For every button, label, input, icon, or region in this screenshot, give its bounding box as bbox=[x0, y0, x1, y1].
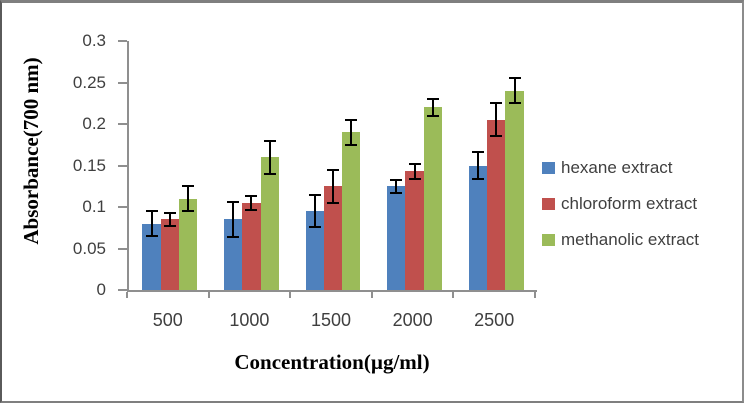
error-bar-cap-top bbox=[182, 185, 195, 188]
x-tick-mark bbox=[370, 292, 373, 298]
bar-chloroform-1000 bbox=[242, 202, 261, 290]
bar-hexane-500 bbox=[142, 223, 161, 290]
error-bar-cap-bottom bbox=[471, 177, 484, 180]
error-bar-cap-top bbox=[263, 139, 276, 142]
y-tick-mark bbox=[118, 123, 127, 125]
y-tick-label: 0.1 bbox=[82, 197, 106, 216]
error-bar-line bbox=[150, 211, 153, 237]
error-bar-cap-bottom bbox=[345, 143, 358, 146]
x-tick-mark bbox=[126, 292, 128, 298]
error-bar-line bbox=[187, 186, 190, 212]
bar-hexane-1500 bbox=[305, 211, 324, 290]
x-tick-mark bbox=[207, 292, 210, 298]
y-tick-label: 0 bbox=[96, 280, 106, 299]
error-bar-cap-top bbox=[345, 118, 358, 121]
error-bar-line bbox=[332, 169, 334, 203]
error-bar-line bbox=[232, 202, 235, 237]
error-bar-cap-bottom bbox=[308, 225, 321, 228]
error-bar-line bbox=[395, 179, 398, 193]
error-bar-cap-top bbox=[471, 151, 484, 154]
error-bar-line bbox=[431, 99, 434, 116]
y-tick-mark bbox=[118, 289, 127, 291]
plot-area bbox=[127, 41, 537, 292]
y-tick-mark bbox=[118, 247, 127, 250]
error-bar-cap-bottom bbox=[182, 210, 195, 213]
error-bar-cap-top bbox=[308, 194, 321, 197]
y-tick-mark bbox=[118, 164, 127, 167]
legend-item-methanolic: methanolic extract bbox=[542, 228, 699, 252]
error-bar-cap-top bbox=[408, 162, 421, 165]
error-bar-line bbox=[268, 140, 271, 174]
bar-methanolic-2000 bbox=[423, 107, 443, 290]
bar-chloroform-2500 bbox=[487, 119, 506, 290]
error-bar-cap-bottom bbox=[245, 208, 258, 211]
y-tick-label: 0.05 bbox=[72, 238, 106, 258]
error-bar-cap-bottom bbox=[508, 102, 521, 105]
bar-hexane-2000 bbox=[387, 186, 406, 290]
error-bar-cap-top bbox=[163, 211, 176, 214]
bar-chloroform-2000 bbox=[405, 171, 424, 290]
error-bar-cap-top bbox=[327, 168, 339, 171]
error-bar-line bbox=[513, 78, 516, 104]
legend-item-chloroform: chloroform extract bbox=[542, 192, 697, 216]
bar-methanolic-500 bbox=[178, 198, 198, 290]
legend-swatch bbox=[542, 234, 555, 246]
y-tick-label: 0.15 bbox=[72, 155, 106, 175]
x-category-label: 500 bbox=[152, 310, 183, 330]
error-bar-cap-top bbox=[426, 98, 439, 101]
error-bar-cap-bottom bbox=[263, 172, 276, 175]
x-category-label: 1500 bbox=[310, 310, 351, 330]
error-bar-cap-top bbox=[245, 195, 258, 198]
legend-label: hexane extract bbox=[561, 158, 673, 177]
error-bar-cap-top bbox=[145, 210, 158, 213]
bar-chloroform-1500 bbox=[323, 186, 343, 290]
legend-swatch bbox=[542, 198, 555, 210]
x-category-label: 1000 bbox=[229, 310, 270, 330]
y-tick-mark bbox=[118, 81, 127, 84]
error-bar-line bbox=[413, 163, 416, 179]
error-bar-cap-top bbox=[508, 77, 521, 80]
bar-methanolic-1500 bbox=[342, 132, 361, 290]
x-tick-mark bbox=[534, 292, 536, 298]
error-bar-cap-bottom bbox=[163, 225, 176, 228]
bar-methanolic-1000 bbox=[260, 157, 279, 290]
legend-label: methanolic extract bbox=[561, 230, 699, 249]
x-axis-title: Concentration(µg/ml) bbox=[234, 350, 430, 374]
error-bar-line bbox=[350, 119, 353, 145]
error-bar-cap-top bbox=[227, 201, 240, 204]
error-bar-cap-top bbox=[390, 178, 403, 181]
error-bar-cap-bottom bbox=[490, 135, 503, 138]
error-bar-line bbox=[250, 196, 253, 210]
error-bar-cap-bottom bbox=[408, 177, 421, 180]
error-bar-line bbox=[495, 103, 498, 137]
error-bar-line bbox=[168, 212, 171, 227]
error-bar-cap-top bbox=[490, 102, 503, 105]
legend-item-hexane: hexane extract bbox=[542, 156, 673, 180]
error-bar-cap-bottom bbox=[390, 191, 403, 194]
error-bar-cap-bottom bbox=[227, 235, 240, 238]
x-category-label: 2000 bbox=[392, 310, 433, 330]
y-tick-label: 0.2 bbox=[82, 114, 106, 133]
legend-label: chloroform extract bbox=[561, 194, 698, 213]
x-tick-mark bbox=[452, 292, 455, 298]
x-category-label: 2500 bbox=[474, 310, 515, 330]
y-tick-mark bbox=[118, 40, 127, 42]
error-bar-cap-bottom bbox=[145, 235, 158, 238]
bar-methanolic-2500 bbox=[505, 90, 524, 290]
legend-swatch bbox=[542, 162, 555, 174]
error-bar-line bbox=[313, 195, 316, 227]
y-tick-label: 0.25 bbox=[72, 72, 106, 92]
x-tick-mark bbox=[289, 292, 292, 298]
y-tick-label: 0.3 bbox=[82, 31, 106, 50]
error-bar-cap-bottom bbox=[327, 201, 339, 204]
bar-hexane-2500 bbox=[468, 165, 488, 290]
bar-chloroform-500 bbox=[160, 219, 179, 290]
y-tick-mark bbox=[118, 206, 127, 208]
error-bar-line bbox=[476, 152, 479, 179]
error-bar-cap-bottom bbox=[426, 114, 439, 117]
